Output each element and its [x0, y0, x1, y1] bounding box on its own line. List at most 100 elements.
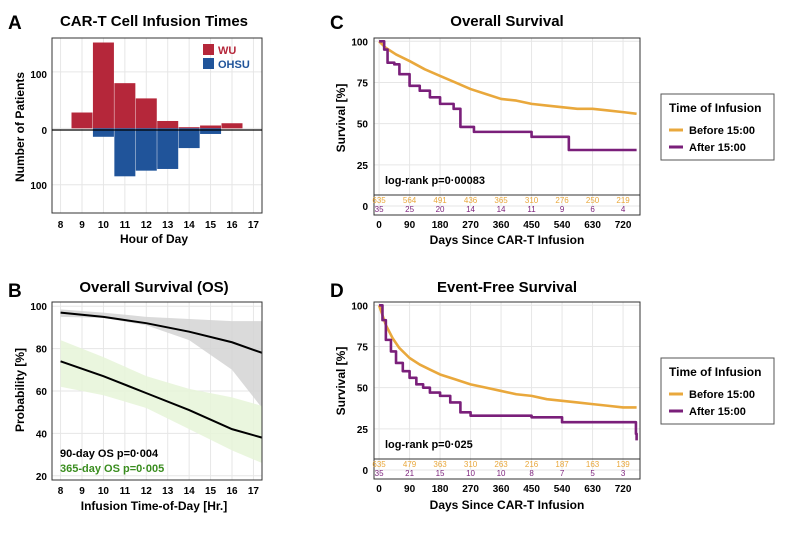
bar-ohsu-11 — [114, 128, 136, 177]
panel-a-bars — [71, 42, 243, 177]
risk-count-after: 21 — [405, 469, 414, 478]
panel-d-risk-table: 6353547921363153101026310216818771635139… — [372, 460, 630, 478]
legend-d-label-after: After 15:00 — [689, 406, 746, 418]
x-tick: 15 — [205, 220, 217, 231]
x-tick: 15 — [205, 486, 217, 497]
risk-count-after: 35 — [375, 469, 384, 478]
panel-a-y-ticks: 100 0 100 — [30, 70, 47, 192]
risk-count-after: 4 — [621, 205, 626, 214]
panel-d-km-curves — [377, 303, 638, 441]
legend-c-label-before: Before 15:00 — [689, 125, 755, 137]
risk-count-after: 6 — [590, 205, 595, 214]
x-tick: 180 — [432, 220, 449, 231]
risk-count-before: 635 — [372, 460, 386, 469]
x-tick: 16 — [226, 486, 238, 497]
panel-c-x-ticks: 0 90 180 270 360 450 540 630 720 — [376, 220, 632, 231]
panel-a-frame — [51, 37, 263, 214]
panel-label-b: B — [8, 281, 22, 302]
risk-count-before: 310 — [525, 196, 539, 205]
bar-ohsu-15 — [200, 128, 222, 134]
x-tick: 180 — [432, 484, 449, 495]
panel-b-annotation-365day: 365-day OS p=0·005 — [60, 463, 164, 475]
risk-count-before: 564 — [403, 196, 417, 205]
x-tick: 13 — [162, 486, 174, 497]
panel-b-annotation-90day: 90-day OS p=0·004 — [60, 448, 159, 460]
panel-c-risk-table-frame — [373, 194, 641, 216]
x-tick: 450 — [523, 484, 540, 495]
x-tick: 270 — [462, 220, 479, 231]
bar-wu-16 — [221, 123, 243, 129]
panel-label-d: D — [330, 281, 344, 302]
x-tick: 360 — [493, 484, 510, 495]
x-tick: 13 — [162, 220, 174, 231]
bar-wu-10 — [92, 42, 114, 129]
y-tick: 50 — [357, 120, 369, 131]
panel-b-x-label: Infusion Time-of-Day [Hr.] — [81, 499, 227, 513]
y-tick: 100 — [351, 301, 368, 312]
km-curve-after-1500 — [379, 303, 638, 441]
bar-ohsu-14 — [178, 128, 200, 149]
risk-count-before: 163 — [586, 460, 600, 469]
panel-d-logrank: log-rank p=0·025 — [385, 439, 473, 451]
x-tick: 270 — [462, 484, 479, 495]
risk-count-after: 5 — [590, 469, 595, 478]
panel-c-km-curves — [378, 39, 637, 152]
x-tick: 14 — [184, 486, 196, 497]
risk-count-before: 276 — [555, 196, 569, 205]
x-tick: 14 — [184, 220, 196, 231]
km-curve-after-1500 — [379, 39, 637, 152]
x-tick: 8 — [58, 220, 64, 231]
x-tick: 10 — [98, 220, 110, 231]
x-tick: 9 — [79, 486, 85, 497]
panel-label-a: A — [8, 13, 22, 34]
x-tick: 17 — [248, 486, 260, 497]
legend-label-wu: WU — [218, 45, 236, 57]
y-tick: 0 — [362, 466, 368, 477]
bar-wu-11 — [114, 83, 136, 129]
risk-count-after: 35 — [375, 205, 384, 214]
y-tick: 25 — [357, 161, 369, 172]
panel-c: C Overall Survival 635355642549120436143… — [330, 13, 641, 247]
x-tick: 630 — [584, 484, 601, 495]
y-tick: 100 — [30, 302, 47, 313]
y-tick: 40 — [36, 429, 48, 440]
bar-ohsu-13 — [157, 128, 179, 169]
x-tick: 450 — [523, 220, 540, 231]
panel-d-frame — [373, 301, 641, 460]
panel-b-confidence-bands — [60, 309, 263, 464]
x-tick: 720 — [615, 220, 632, 231]
risk-count-after: 10 — [466, 469, 475, 478]
panel-a: A CAR-T Cell Infusion Times 100 0 100 8 9… — [8, 13, 263, 246]
risk-count-before: 635 — [372, 196, 386, 205]
y-tick: 0 — [362, 202, 368, 213]
panel-c-x-label: Days Since CAR-T Infusion — [430, 233, 585, 247]
y-tick: 25 — [357, 425, 369, 436]
legend-swatch-wu — [203, 44, 214, 55]
panel-label-c: C — [330, 13, 344, 34]
risk-count-before: 263 — [494, 460, 508, 469]
panel-d-y-label: Survival [%] — [334, 347, 348, 416]
risk-count-before: 139 — [616, 460, 630, 469]
risk-count-after: 11 — [527, 205, 536, 214]
x-tick: 8 — [58, 486, 64, 497]
risk-count-after: 25 — [405, 205, 414, 214]
confidence-band-365day — [60, 340, 263, 464]
risk-count-after: 8 — [529, 469, 534, 478]
x-tick: 17 — [248, 220, 260, 231]
x-tick: 10 — [98, 486, 110, 497]
y-tick: 75 — [357, 342, 369, 353]
risk-count-before: 365 — [494, 196, 508, 205]
risk-count-after: 9 — [560, 205, 565, 214]
risk-count-before: 187 — [555, 460, 569, 469]
panel-c-grid — [374, 38, 640, 207]
bar-wu-13 — [157, 120, 179, 129]
panel-b-frame — [51, 301, 263, 481]
legend-c-title: Time of Infusion — [669, 101, 761, 115]
y-tick: 75 — [357, 78, 369, 89]
panel-c-y-label: Survival [%] — [334, 84, 348, 153]
bar-ohsu-10 — [92, 128, 114, 137]
risk-count-before: 479 — [403, 460, 417, 469]
x-tick: 16 — [226, 220, 238, 231]
confidence-band-90day — [60, 309, 263, 408]
